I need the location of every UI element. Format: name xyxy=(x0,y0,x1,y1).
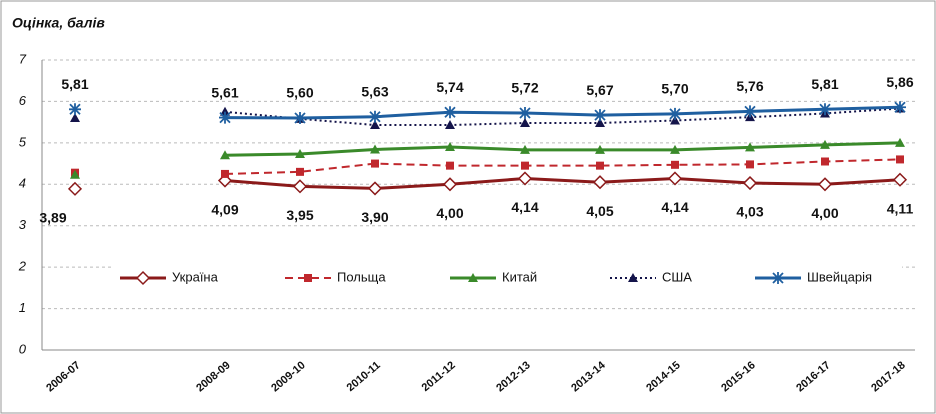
marker xyxy=(894,101,906,114)
marker xyxy=(596,161,604,170)
series-line xyxy=(224,105,901,120)
data-label: 5,81 xyxy=(811,76,838,92)
data-label: 3,89 xyxy=(39,210,66,226)
data-label: 4,14 xyxy=(661,199,688,215)
marker xyxy=(220,106,230,116)
marker xyxy=(594,109,606,122)
marker xyxy=(519,107,531,120)
y-tick-label: 2 xyxy=(18,259,27,274)
y-tick-label: 5 xyxy=(19,134,27,149)
marker xyxy=(821,157,829,166)
marker xyxy=(371,159,379,168)
marker xyxy=(667,171,683,186)
marker xyxy=(817,177,833,192)
marker xyxy=(746,160,754,169)
marker xyxy=(442,177,458,192)
marker xyxy=(370,144,380,154)
data-label: 4,14 xyxy=(511,199,538,215)
marker xyxy=(595,117,605,127)
series-line xyxy=(224,158,901,175)
legend-marker xyxy=(628,273,638,282)
marker xyxy=(592,175,608,190)
data-label: 5,86 xyxy=(886,74,913,90)
data-label: 5,72 xyxy=(511,80,538,96)
data-label: 4,05 xyxy=(586,203,613,219)
legend: Україна Польща Китай США Швейцарія xyxy=(112,264,902,292)
data-label: 5,76 xyxy=(736,78,763,94)
y-tick-label: 1 xyxy=(19,300,26,315)
marker xyxy=(217,173,233,188)
legend-marker xyxy=(468,273,478,282)
marker xyxy=(896,155,904,164)
marker xyxy=(671,160,679,169)
marker xyxy=(895,137,905,147)
legend-marker xyxy=(304,274,312,282)
legend-label: США xyxy=(662,269,692,284)
marker xyxy=(745,142,755,152)
marker xyxy=(220,150,230,160)
legend-label: Польща xyxy=(337,269,386,284)
data-label: 3,95 xyxy=(286,207,313,223)
marker xyxy=(520,117,530,127)
marker xyxy=(219,111,231,124)
marker xyxy=(221,169,229,178)
y-tick-label: 7 xyxy=(19,51,27,66)
marker xyxy=(520,144,530,154)
marker xyxy=(742,175,758,191)
data-label: 5,70 xyxy=(661,81,688,97)
marker xyxy=(67,181,83,196)
marker xyxy=(517,171,533,186)
data-label: 5,81 xyxy=(61,76,88,92)
marker xyxy=(670,144,680,154)
data-label: 4,11 xyxy=(887,200,914,216)
data-label: 5,60 xyxy=(286,85,313,101)
y-tick-label: 6 xyxy=(19,93,27,108)
marker xyxy=(445,142,455,151)
marker xyxy=(369,110,381,123)
y-tick-label: 0 xyxy=(19,341,27,356)
legend-label: Україна xyxy=(172,269,219,284)
chart-title: Оцінка, балів xyxy=(12,15,105,31)
marker xyxy=(820,139,830,149)
marker xyxy=(292,179,308,194)
marker xyxy=(367,181,383,196)
marker xyxy=(595,144,605,154)
marker xyxy=(669,107,681,120)
marker xyxy=(295,149,305,159)
marker xyxy=(294,112,306,124)
marker xyxy=(670,115,680,125)
series-line xyxy=(224,176,901,190)
data-label: 5,61 xyxy=(211,84,238,100)
marker xyxy=(296,167,304,176)
data-label: 4,03 xyxy=(736,204,763,220)
data-label: 5,63 xyxy=(361,83,388,99)
data-label: 4,00 xyxy=(436,205,463,221)
legend-marker xyxy=(135,270,151,286)
marker xyxy=(70,169,80,179)
legend-label: Швейцарія xyxy=(807,269,872,284)
marker xyxy=(521,161,529,170)
marker xyxy=(819,103,831,116)
y-tick-label: 4 xyxy=(19,176,26,191)
marker xyxy=(446,161,454,170)
series-line xyxy=(224,141,901,157)
data-label: 4,00 xyxy=(811,205,838,221)
marker xyxy=(892,172,908,187)
marker xyxy=(445,120,455,130)
legend-marker xyxy=(772,272,784,284)
legend-label: Китай xyxy=(502,269,537,284)
data-label: 3,90 xyxy=(361,209,388,225)
marker xyxy=(370,120,380,130)
marker xyxy=(444,106,456,119)
marker xyxy=(69,103,81,116)
y-tick-label: 3 xyxy=(19,217,27,232)
data-label: 5,74 xyxy=(436,79,463,95)
data-label: 4,09 xyxy=(211,201,238,217)
marker xyxy=(70,113,80,122)
marker xyxy=(744,105,756,118)
data-label: 5,67 xyxy=(586,82,613,98)
